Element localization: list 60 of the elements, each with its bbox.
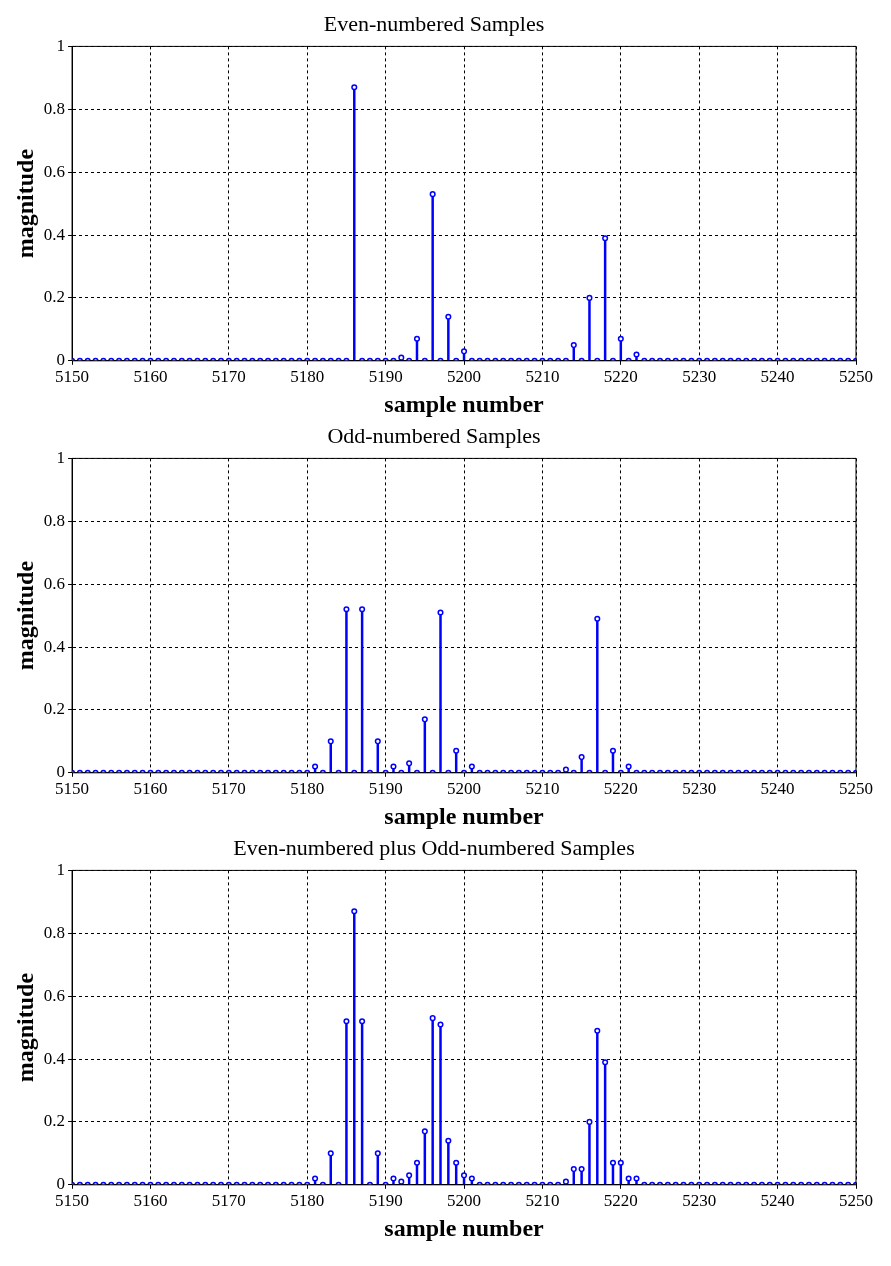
x-tick-label: 5160: [133, 1191, 168, 1211]
x-tick-label: 5210: [525, 367, 560, 387]
x-tick-label: 5210: [525, 779, 560, 799]
x-tick-label: 5160: [133, 779, 168, 799]
x-tick-label: 5230: [682, 1191, 717, 1211]
y-tick-label: 0.8: [43, 510, 66, 530]
x-tick-label: 5180: [290, 1191, 325, 1211]
chart-title: Even-numbered Samples: [323, 10, 545, 36]
x-axis-title: sample number: [384, 1214, 545, 1241]
x-tick-label: 5170: [211, 367, 246, 387]
x-axis-title: sample number: [384, 390, 545, 417]
y-tick-label: 0.8: [43, 98, 66, 118]
x-tick-label: 5160: [133, 367, 168, 387]
x-tick-label: 5250: [839, 779, 873, 799]
x-tick-label: 5180: [290, 367, 325, 387]
x-tick-label: 5230: [682, 779, 717, 799]
y-tick-label: 0.2: [43, 699, 66, 719]
y-tick-label: 0.6: [43, 985, 66, 1005]
y-tick-label: 0: [56, 1174, 66, 1194]
chart-title: Odd-numbered Samples: [327, 422, 541, 448]
x-tick-label: 5150: [55, 779, 90, 799]
y-tick-label: 0.6: [43, 161, 66, 181]
y-tick-label: 0: [56, 762, 66, 782]
chart-title: Even-numbered plus Odd-numbered Samples: [233, 834, 635, 860]
y-tick-label: 0.4: [43, 224, 66, 244]
y-axis-title: magnitude: [11, 972, 38, 1083]
x-tick-label: 5220: [603, 367, 638, 387]
x-tick-label: 5200: [447, 367, 482, 387]
x-tick-label: 5190: [368, 367, 403, 387]
x-tick-label: 5190: [368, 1191, 403, 1211]
x-tick-label: 5180: [290, 779, 325, 799]
x-tick-label: 5240: [760, 367, 795, 387]
x-tick-label: 5240: [760, 1191, 795, 1211]
x-tick-label: 5250: [839, 367, 873, 387]
y-axis-title: magnitude: [11, 560, 38, 671]
x-tick-label: 5150: [55, 367, 90, 387]
x-tick-label: 5190: [368, 779, 403, 799]
x-tick-label: 5150: [55, 1191, 90, 1211]
x-tick-label: 5230: [682, 367, 717, 387]
x-tick-label: 5250: [839, 1191, 873, 1211]
y-tick-label: 0.8: [43, 922, 66, 942]
y-tick-label: 1: [56, 35, 66, 55]
x-tick-label: 5200: [447, 779, 482, 799]
y-tick-label: 0.6: [43, 573, 66, 593]
x-tick-label: 5220: [603, 1191, 638, 1211]
x-tick-label: 5170: [211, 1191, 246, 1211]
y-axis-title: magnitude: [11, 148, 38, 259]
x-tick-label: 5240: [760, 779, 795, 799]
x-tick-label: 5170: [211, 779, 246, 799]
x-tick-label: 5220: [603, 779, 638, 799]
y-tick-label: 1: [56, 859, 66, 879]
y-tick-label: 0.2: [43, 287, 66, 307]
x-axis-title: sample number: [384, 802, 545, 829]
x-tick-label: 5210: [525, 1191, 560, 1211]
y-tick-label: 0.4: [43, 636, 66, 656]
y-tick-label: 1: [56, 447, 66, 467]
y-tick-label: 0.4: [43, 1048, 66, 1068]
y-tick-label: 0.2: [43, 1111, 66, 1131]
y-tick-label: 0: [56, 350, 66, 370]
x-tick-label: 5200: [447, 1191, 482, 1211]
